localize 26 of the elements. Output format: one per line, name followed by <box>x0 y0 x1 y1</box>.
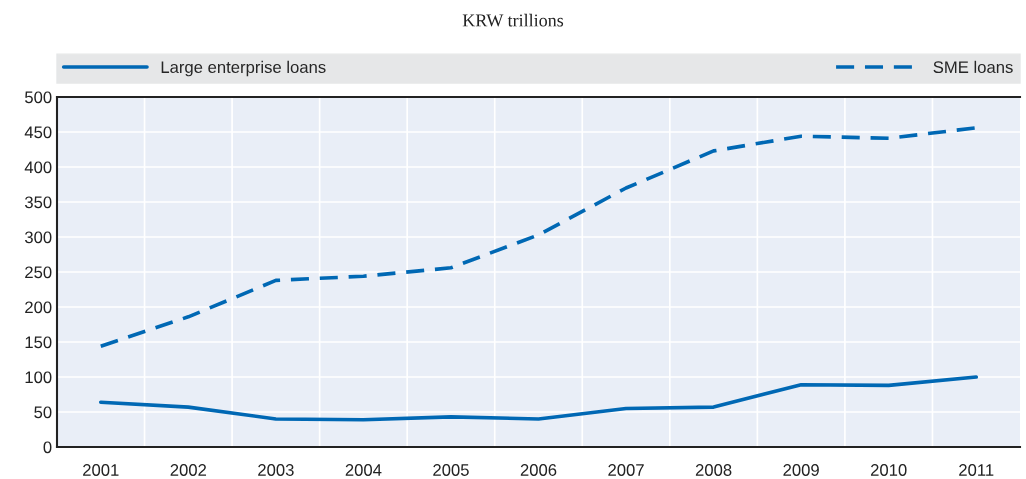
y-tick-label: 500 <box>25 91 52 104</box>
x-tick-label: 2004 <box>345 464 382 476</box>
x-tick-label: 2001 <box>83 464 119 476</box>
x-tick-label: 2008 <box>695 464 732 476</box>
y-tick-label: 400 <box>24 161 52 174</box>
line-series <box>98 375 979 422</box>
y-tick-label: 200 <box>25 301 52 314</box>
y-tick-label: 250 <box>25 266 52 279</box>
y-tick-label: 100 <box>25 371 52 384</box>
legend-label: Large enterprise loans <box>161 60 326 77</box>
x-tick-label: 2011 <box>959 464 994 476</box>
x-tick-label: 2005 <box>433 464 469 476</box>
chart-subtitle: KRW trillions <box>462 13 564 27</box>
x-tick-label: 2002 <box>170 464 207 476</box>
y-tick-label: 150 <box>25 336 52 349</box>
legend-label: SME loans <box>933 60 1013 74</box>
x-tick-label: 2003 <box>258 464 294 476</box>
y-tick-label: 50 <box>34 406 52 419</box>
y-tick-label: 0 <box>43 441 52 454</box>
x-tick-label: 2007 <box>608 464 644 476</box>
y-tick-label: 300 <box>24 231 52 244</box>
x-tick-label: 2010 <box>870 464 907 476</box>
x-tick-label: 2006 <box>520 464 557 476</box>
x-tick-label: 2009 <box>783 464 819 476</box>
y-tick-label: 350 <box>24 196 52 209</box>
y-tick-label: 450 <box>24 126 52 139</box>
